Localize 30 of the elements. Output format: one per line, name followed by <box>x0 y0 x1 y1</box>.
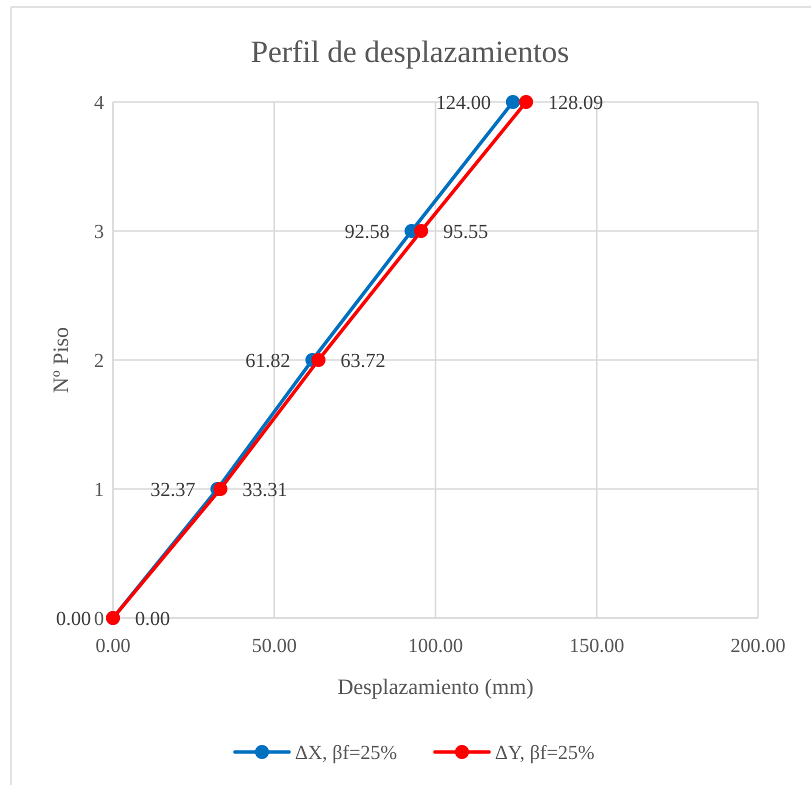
chart-title: Perfil de desplazamientos <box>250 34 570 69</box>
data-label: 33.31 <box>242 479 288 501</box>
point <box>311 353 326 367</box>
x-tick-label: 150.00 <box>569 635 624 657</box>
legend-label: ΔY, βf=25% <box>495 742 595 764</box>
data-label: 128.09 <box>548 92 604 114</box>
data-label: 63.72 <box>340 350 386 372</box>
data-label: 61.82 <box>245 350 290 372</box>
y-axis-title: Nº Piso <box>48 326 73 394</box>
point <box>519 95 534 109</box>
data-label: 0.00 <box>56 608 91 630</box>
data-label: 92.58 <box>344 221 390 243</box>
data-label: 0.00 <box>135 608 170 630</box>
point <box>414 224 428 238</box>
y-tick-label: 0 <box>94 608 104 630</box>
legend-label: ΔX, βf=25% <box>295 742 398 764</box>
point <box>506 95 520 109</box>
x-tick-label: 100.00 <box>408 635 463 657</box>
data-label: 95.55 <box>443 221 488 243</box>
data-label: 32.37 <box>150 479 196 501</box>
y-tick-label: 3 <box>94 221 104 243</box>
point <box>213 482 228 496</box>
data-label: 124.00 <box>436 92 491 114</box>
y-tick-label: 1 <box>94 479 104 501</box>
x-tick-label: 50.00 <box>252 635 297 657</box>
x-axis-title: Desplazamiento (mm) <box>337 674 534 699</box>
x-tick-label: 0.00 <box>96 635 130 657</box>
y-tick-label: 4 <box>94 92 104 114</box>
x-tick-label: 200.00 <box>730 635 786 657</box>
y-tick-label: 2 <box>94 350 104 372</box>
